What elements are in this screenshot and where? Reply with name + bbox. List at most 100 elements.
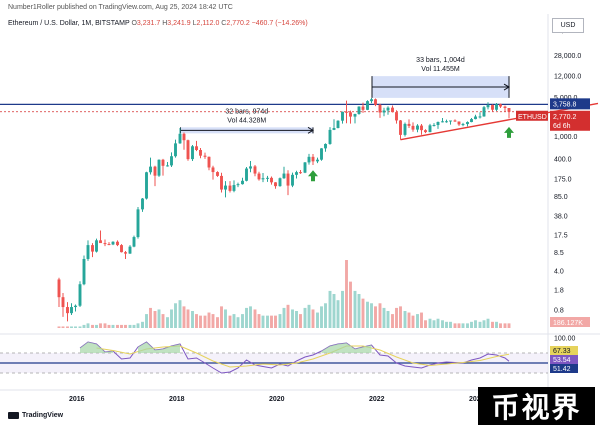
candle-body [407,123,411,126]
candle-body [232,185,236,191]
candle-body [291,174,294,186]
tradingview-logo[interactable]: TradingView [8,412,63,419]
rsi-overbought-fill [88,342,97,353]
candle-body [428,125,432,133]
candle-body [245,168,248,181]
rsi-overbought-fill [163,346,172,353]
rsi-overbought-fill [330,344,338,353]
candle-body [432,125,436,127]
volume-bar [245,307,248,328]
candle-body [86,245,90,259]
tradingview-logo-icon [8,412,19,419]
candle-body [74,305,77,308]
rsi-overbought-fill [321,346,330,353]
volume-bar [432,320,436,328]
volume-bar [266,315,269,328]
volume-bar [178,300,182,328]
volume-bar [328,290,332,328]
candle-body [336,120,340,129]
rsi-ma-line [96,345,510,368]
trend-line [400,102,599,141]
candle-body [503,106,507,109]
volume-bar [295,311,298,328]
watermark: 币视界 [478,387,595,425]
candle-body [228,185,232,191]
rsi-value-tag [550,364,578,373]
rsi-overbought-fill [346,343,355,353]
volume-bar [316,312,319,328]
y-tick-label: 0.8 [554,307,564,314]
symbol-tag [516,110,548,121]
rsi-value-tag [550,355,578,364]
candle-body [449,120,452,122]
candle-body [474,116,477,120]
candle-body [395,112,398,121]
volume-bar [311,309,315,328]
current-price-label: 2,770.2 [553,114,576,121]
volume-bar [270,315,273,328]
rsi-overbought-fill [146,342,155,353]
y-tick-label: 1.8 [554,288,564,295]
volume-bar [157,309,161,328]
volume-bar [91,324,94,328]
candle-body [186,140,190,160]
volume-bar [111,324,115,328]
x-tick-label: 2018 [169,396,185,403]
volume-bar [478,321,482,328]
volume-bar [220,306,223,328]
candle-body [66,307,69,314]
candle-body [211,167,215,173]
volume-bar [420,312,423,328]
volume-bar [461,323,465,328]
candle-body [416,125,419,130]
candle-body [132,237,136,247]
rsi-value-label: 67.33 [553,348,571,355]
volume-value-tag [550,317,590,327]
volume-bar [216,317,219,328]
volume-bar [153,311,157,328]
candle-body [332,128,336,130]
currency-button[interactable]: USD [552,18,584,33]
measure-arrowhead [503,83,510,91]
volume-bar [491,321,494,328]
candle-body [495,104,498,110]
volume-bar [136,323,140,328]
volume-bar [261,315,265,328]
volume-bar [203,315,207,328]
candle-body [320,148,323,160]
rsi-overbought-fill [338,343,347,353]
candle-body [261,178,265,180]
candle-body [311,156,315,162]
volume-bar [374,306,377,328]
volume-bar [395,307,398,328]
volume-bar [278,314,282,328]
volume-bar [382,307,386,328]
volume-bar [249,306,252,328]
high-label: H [162,20,168,27]
rsi-overbought-fill [363,345,372,353]
candle-body [153,166,157,176]
high-value: 3,241.9 [167,20,191,27]
volume-bar [286,304,290,328]
volume-bar [274,315,277,328]
volume-bar [241,314,244,328]
volume-bar [428,318,432,328]
candle-body [357,106,361,114]
change-value: −460.7 (−14.26%) [251,20,308,27]
candle-body [491,105,494,110]
volume-bar [441,320,444,328]
candle-body [141,198,144,210]
x-tick-label: 2024 [469,396,485,403]
symbol-name: Ethereum / U.S. Dollar, 1M, BITSTAMP [8,20,130,27]
close-value: 2,770.2 [226,20,250,27]
candle-body [170,156,173,166]
candle-body [370,99,373,102]
volume-bar [228,315,232,328]
candle-body [307,156,311,163]
volume-bar [366,301,369,328]
candle-body [107,244,111,246]
candle-body [203,155,207,157]
rsi-overbought-fill [96,344,105,353]
up-arrow-icon [504,126,514,138]
rsi-tick-label: 100.00 [554,336,576,343]
